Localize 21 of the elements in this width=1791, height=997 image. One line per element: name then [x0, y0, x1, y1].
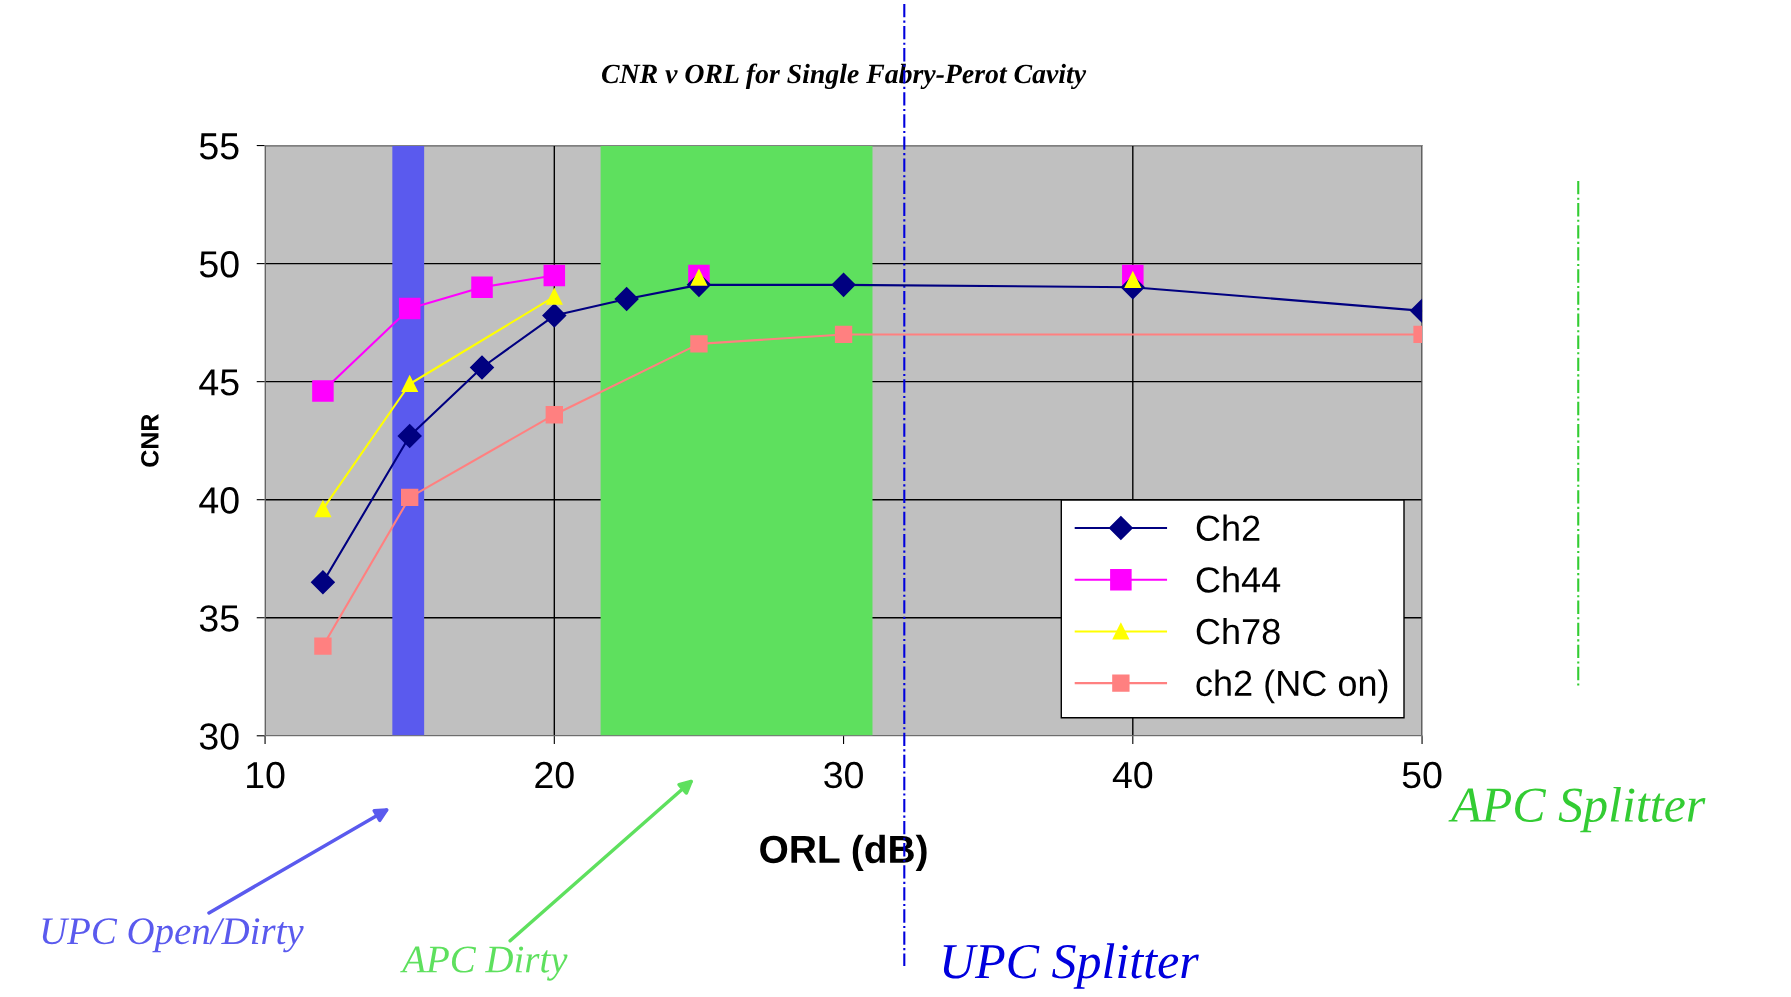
y-tick-label: 35 — [199, 605, 239, 632]
x-tick-label: 10 — [247, 761, 285, 789]
x-tick-label: 40 — [1112, 761, 1153, 789]
ref-line-label: UPC Splitter — [943, 943, 1199, 989]
legend-label: Ch2 — [1196, 514, 1260, 541]
x-tick-label: 30 — [824, 761, 863, 789]
y-tick-label: 50 — [199, 251, 239, 278]
legend-label: Ch78 — [1196, 617, 1280, 645]
band-label: APC Dirty — [400, 946, 568, 981]
y-axis-title: CNR — [140, 414, 159, 467]
y-tick-label: 30 — [199, 723, 239, 750]
y-tick-label: 55 — [199, 133, 239, 160]
ref-line-label: APC Splitter — [1448, 786, 1706, 833]
y-tick-label: 45 — [199, 369, 239, 396]
band-label: UPC Open/Dirty — [42, 918, 304, 953]
y-tick-label: 40 — [199, 487, 239, 514]
legend-label: Ch44 — [1196, 566, 1281, 593]
x-tick-label: 20 — [535, 761, 574, 789]
x-axis-title: ORL (dB) — [760, 834, 927, 871]
x-tick-label: 50 — [1402, 761, 1442, 789]
legend-label: ch2 (NC on) — [1196, 669, 1388, 704]
